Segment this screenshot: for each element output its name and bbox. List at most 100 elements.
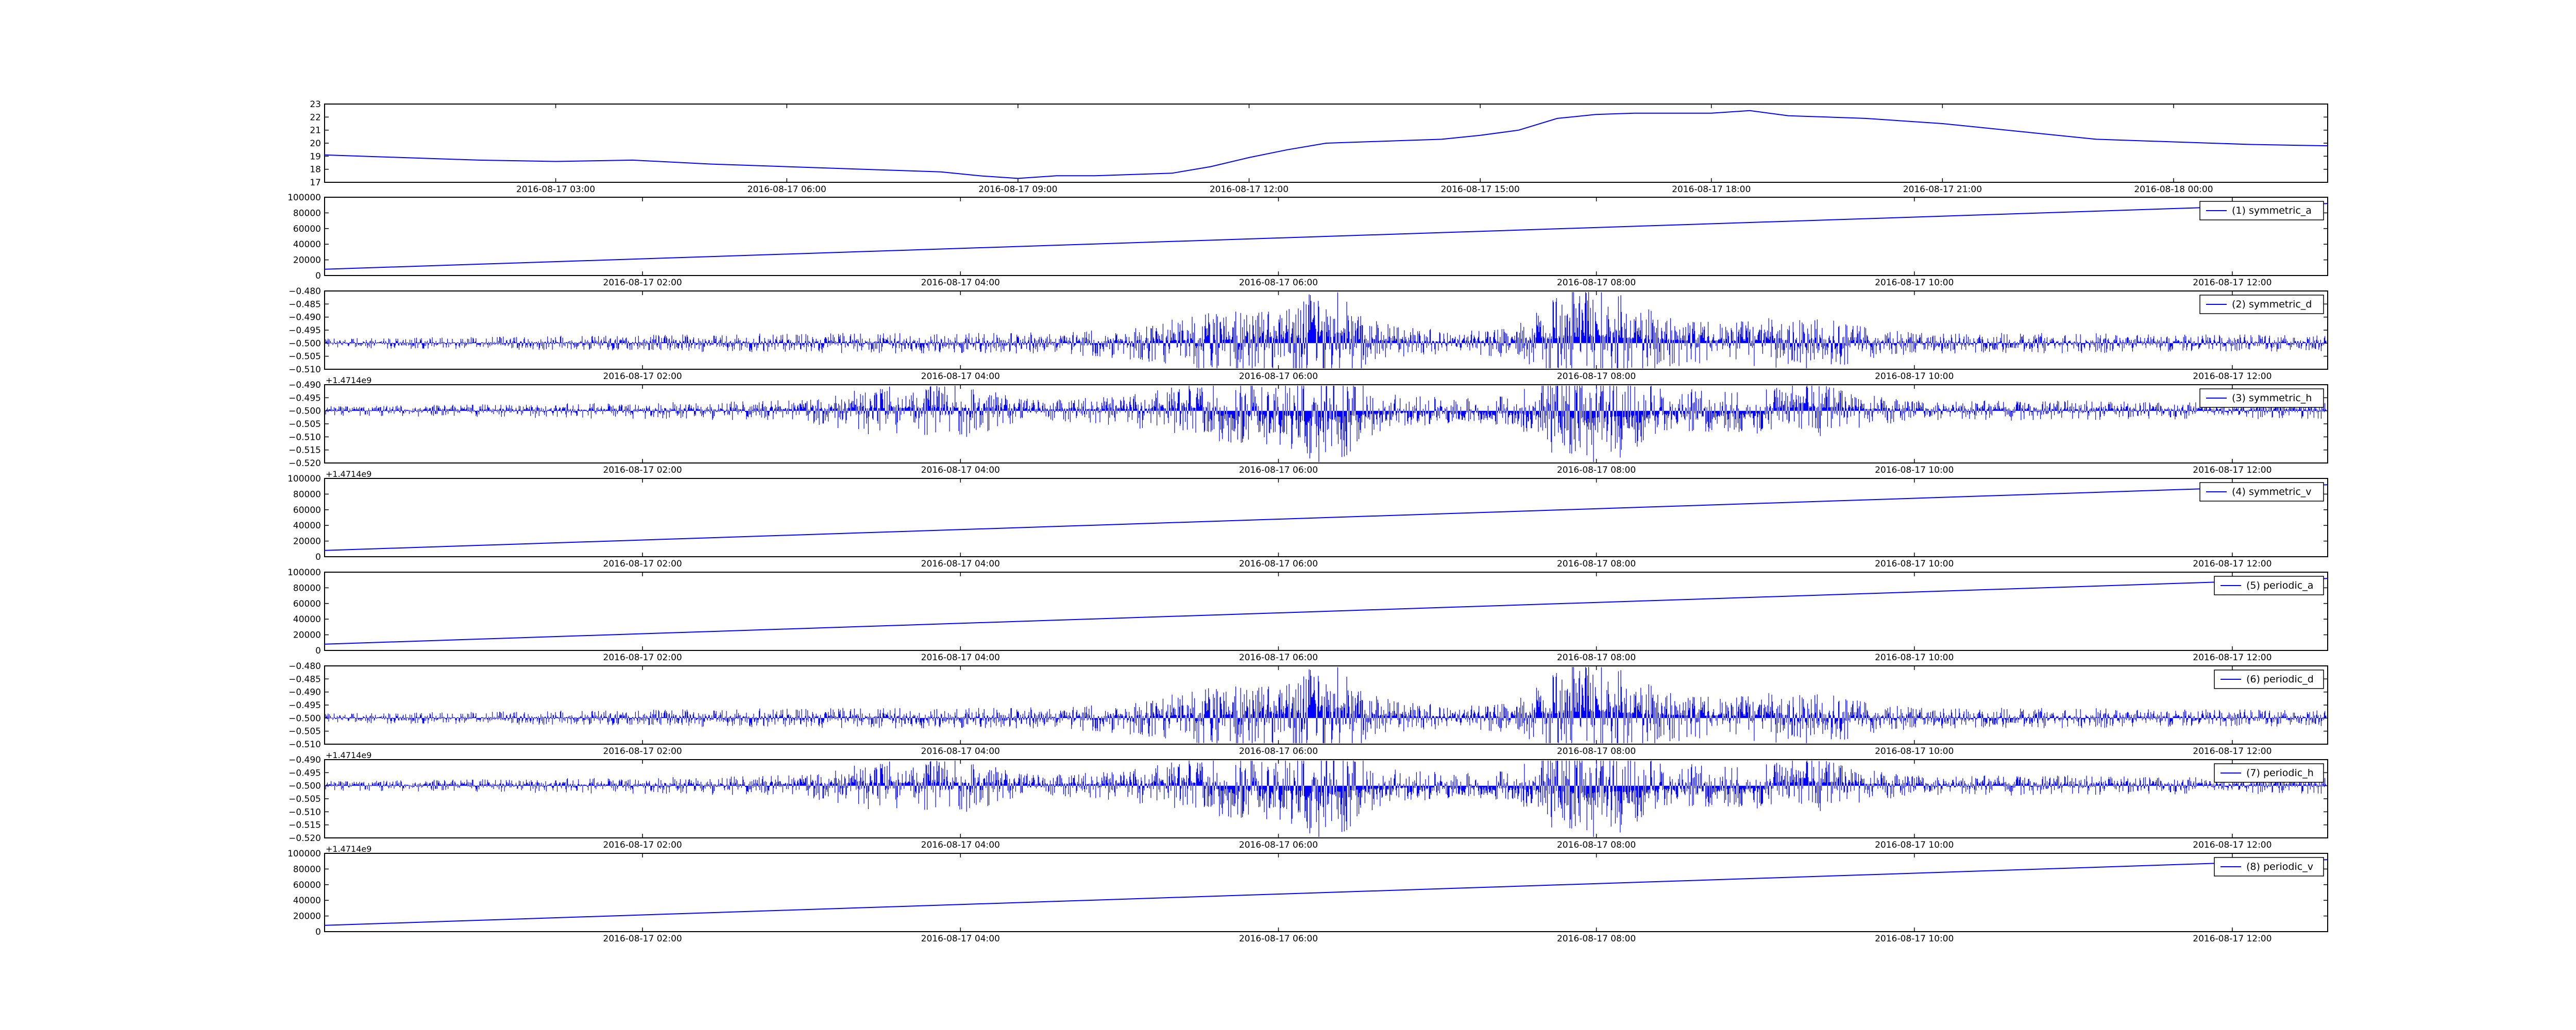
y-tick-label: −0.490 bbox=[289, 755, 321, 765]
x-tick-label: 2016-08-17 04:00 bbox=[921, 559, 1000, 569]
legend: (8) periodic_v bbox=[2214, 857, 2324, 877]
y-tick-label: −0.500 bbox=[289, 713, 321, 724]
y-tick-label: −0.480 bbox=[289, 661, 321, 672]
x-tick-label: 2016-08-17 12:00 bbox=[2193, 559, 2272, 569]
subplot-5: 0 20000 40000 60000 80000 100000 2016-08-17 02… bbox=[287, 469, 2328, 569]
y-tick-label: −0.505 bbox=[289, 794, 321, 804]
y-tick-label: −0.510 bbox=[289, 807, 321, 817]
x-tick-label: 2016-08-17 02:00 bbox=[603, 934, 682, 944]
y-tick-label: 40000 bbox=[293, 896, 321, 906]
x-tick-label: 2016-08-17 06:00 bbox=[1239, 653, 1318, 663]
series-line bbox=[325, 667, 2327, 743]
y-tick-label: 60000 bbox=[293, 880, 321, 890]
x-tick-label: 2016-08-17 04:00 bbox=[921, 653, 1000, 663]
x-tick-label: 2016-08-17 04:00 bbox=[921, 278, 1000, 288]
y-tick-label: −0.505 bbox=[289, 352, 321, 362]
legend: (4) symmetric_v bbox=[2199, 482, 2324, 502]
y-tick-label: 0 bbox=[315, 646, 321, 656]
axis-offset-label: +1.4714e9 bbox=[326, 469, 371, 479]
legend-label: (7) periodic_h bbox=[2246, 767, 2314, 779]
x-tick-label: 2016-08-17 08:00 bbox=[1557, 465, 1636, 475]
y-tick-label: −0.500 bbox=[289, 406, 321, 417]
axes-frame bbox=[324, 478, 2328, 557]
legend: (2) symmetric_d bbox=[2199, 295, 2324, 314]
legend: (1) symmetric_a bbox=[2199, 201, 2324, 220]
y-tick-label: −0.500 bbox=[289, 781, 321, 792]
x-tick-label: 2016-08-17 12:00 bbox=[1210, 184, 1289, 195]
y-tick-label: 0 bbox=[315, 927, 321, 937]
series-line bbox=[325, 292, 2327, 368]
x-tick-label: 2016-08-17 15:00 bbox=[1440, 184, 1519, 195]
y-tick-label: 20000 bbox=[293, 255, 321, 266]
y-tick-label: −0.515 bbox=[289, 445, 321, 456]
x-tick-label: 2016-08-17 10:00 bbox=[1875, 840, 1954, 850]
legend: (7) periodic_h bbox=[2214, 763, 2324, 783]
y-tick-label: −0.485 bbox=[289, 299, 321, 310]
subplot-4: −0.520 −0.515 −0.510 −0.505 −0.500 −0.495 −0.4… bbox=[289, 375, 2328, 475]
series-line bbox=[324, 203, 2328, 270]
x-tick-label: 2016-08-17 06:00 bbox=[1239, 465, 1318, 475]
y-tick-label: 80000 bbox=[293, 489, 321, 500]
y-tick-label: 19 bbox=[310, 151, 321, 162]
x-tick-label: 2016-08-17 08:00 bbox=[1557, 840, 1636, 850]
y-tick-label: −0.510 bbox=[289, 740, 321, 750]
subplot-3: −0.510 −0.505 −0.500 −0.495 −0.490 −0.485 −0.4… bbox=[289, 286, 2328, 382]
subplot-2: 0 20000 40000 60000 80000 100000 2016-08-17 02… bbox=[287, 193, 2328, 288]
x-tick-label: 2016-08-17 04:00 bbox=[921, 371, 1000, 382]
y-tick-label: 0 bbox=[315, 552, 321, 562]
x-tick-label: 2016-08-17 02:00 bbox=[603, 653, 682, 663]
y-tick-label: 100000 bbox=[287, 193, 321, 203]
series-line bbox=[324, 484, 2328, 551]
x-tick-label: 2016-08-17 08:00 bbox=[1557, 653, 1636, 663]
x-tick-label: 2016-08-18 00:00 bbox=[2134, 184, 2213, 195]
subplot-6: 0 20000 40000 60000 80000 100000 2016-08-17 02… bbox=[287, 568, 2328, 663]
x-tick-label: 2016-08-17 10:00 bbox=[1875, 278, 1954, 288]
subplot-7: −0.510 −0.505 −0.500 −0.495 −0.490 −0.485 −0.4… bbox=[289, 661, 2328, 757]
x-tick-label: 2016-08-17 03:00 bbox=[516, 184, 595, 195]
legend-label: (5) periodic_a bbox=[2246, 580, 2313, 591]
y-tick-label: −0.500 bbox=[289, 338, 321, 349]
y-tick-label: 20000 bbox=[293, 912, 321, 922]
x-tick-label: 2016-08-17 12:00 bbox=[2193, 840, 2272, 850]
x-tick-label: 2016-08-17 10:00 bbox=[1875, 653, 1954, 663]
legend-label: (2) symmetric_d bbox=[2232, 299, 2312, 310]
x-tick-label: 2016-08-17 04:00 bbox=[921, 934, 1000, 944]
y-tick-label: 80000 bbox=[293, 208, 321, 218]
y-tick-label: 0 bbox=[315, 271, 321, 281]
y-tick-label: −0.495 bbox=[289, 325, 321, 336]
x-tick-label: 2016-08-17 12:00 bbox=[2193, 465, 2272, 475]
legend-label: (3) symmetric_h bbox=[2232, 392, 2312, 404]
x-tick-label: 2016-08-17 18:00 bbox=[1672, 184, 1751, 195]
x-tick-label: 2016-08-17 04:00 bbox=[921, 465, 1000, 475]
subplot-9: 0 20000 40000 60000 80000 100000 2016-08-17 02… bbox=[287, 844, 2328, 944]
legend-label: (4) symmetric_v bbox=[2232, 486, 2312, 497]
y-tick-label: −0.505 bbox=[289, 727, 321, 737]
series-line bbox=[324, 859, 2328, 926]
x-tick-label: 2016-08-17 02:00 bbox=[603, 278, 682, 288]
axes-frame bbox=[324, 197, 2328, 276]
y-tick-label: −0.495 bbox=[289, 393, 321, 403]
y-tick-label: −0.490 bbox=[289, 313, 321, 323]
y-tick-label: 80000 bbox=[293, 583, 321, 593]
x-tick-label: 2016-08-17 12:00 bbox=[2193, 746, 2272, 757]
x-tick-label: 2016-08-17 12:00 bbox=[2193, 371, 2272, 382]
x-tick-label: 2016-08-17 02:00 bbox=[603, 371, 682, 382]
x-tick-label: 2016-08-17 12:00 bbox=[2193, 653, 2272, 663]
x-tick-label: 2016-08-17 08:00 bbox=[1557, 746, 1636, 757]
y-tick-label: −0.510 bbox=[289, 365, 321, 375]
y-tick-label: −0.495 bbox=[289, 768, 321, 778]
axis-offset-label: +1.4714e9 bbox=[326, 375, 371, 385]
y-tick-label: 80000 bbox=[293, 864, 321, 874]
axes-frame bbox=[324, 572, 2328, 651]
x-tick-label: 2016-08-17 02:00 bbox=[603, 559, 682, 569]
series-line bbox=[325, 761, 2327, 837]
y-tick-label: 40000 bbox=[293, 239, 321, 250]
x-tick-label: 2016-08-17 06:00 bbox=[1239, 371, 1318, 382]
y-tick-label: 17 bbox=[310, 178, 321, 188]
x-tick-label: 2016-08-17 06:00 bbox=[1239, 746, 1318, 757]
y-tick-label: 22 bbox=[310, 112, 321, 123]
legend: (3) symmetric_h bbox=[2199, 388, 2324, 408]
legend: (6) periodic_d bbox=[2214, 670, 2324, 689]
x-tick-label: 2016-08-17 08:00 bbox=[1557, 559, 1636, 569]
y-tick-label: 60000 bbox=[293, 599, 321, 609]
